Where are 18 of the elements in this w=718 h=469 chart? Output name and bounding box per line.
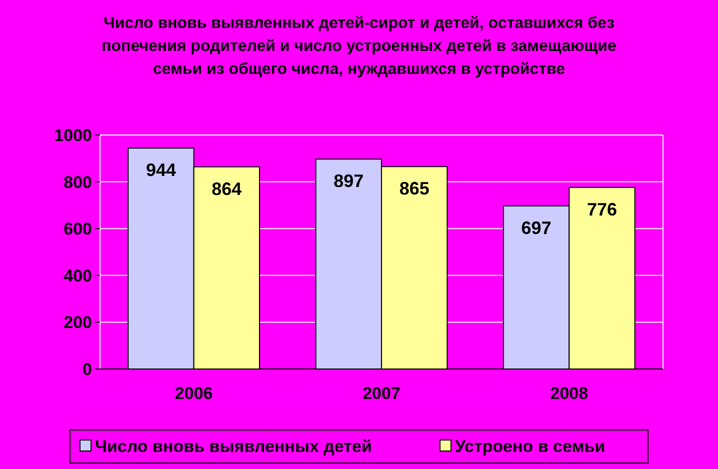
x-tick-label: 2006 [174, 384, 213, 403]
x-tick-label: 2008 [550, 384, 588, 403]
y-tick-label: 800 [64, 172, 92, 192]
data-label: 864 [212, 178, 242, 199]
data-label: 865 [399, 178, 430, 199]
legend-label: Устроено в семьи [455, 436, 606, 456]
legend-label: Число вновь выявленных детей [95, 436, 372, 456]
data-label: 897 [334, 171, 364, 192]
chart-title: Число вновь выявленных детей-сирот и детей, оставшихся без попечения родителей и число устроенных детей в замещающие семьи из общего числа, нуждавшихся в устройстве [102, 15, 616, 78]
y-tick-label: 400 [64, 266, 92, 286]
data-label: 776 [586, 199, 618, 220]
y-tick-label: 600 [64, 220, 92, 239]
data-label: 697 [521, 218, 552, 238]
y-tick-label: 0 [82, 360, 92, 379]
x-tick-label: 2007 [362, 384, 400, 403]
y-tick-label: 1000 [54, 126, 92, 145]
y-tick-label: 200 [64, 313, 92, 332]
data-label: 944 [146, 160, 176, 180]
